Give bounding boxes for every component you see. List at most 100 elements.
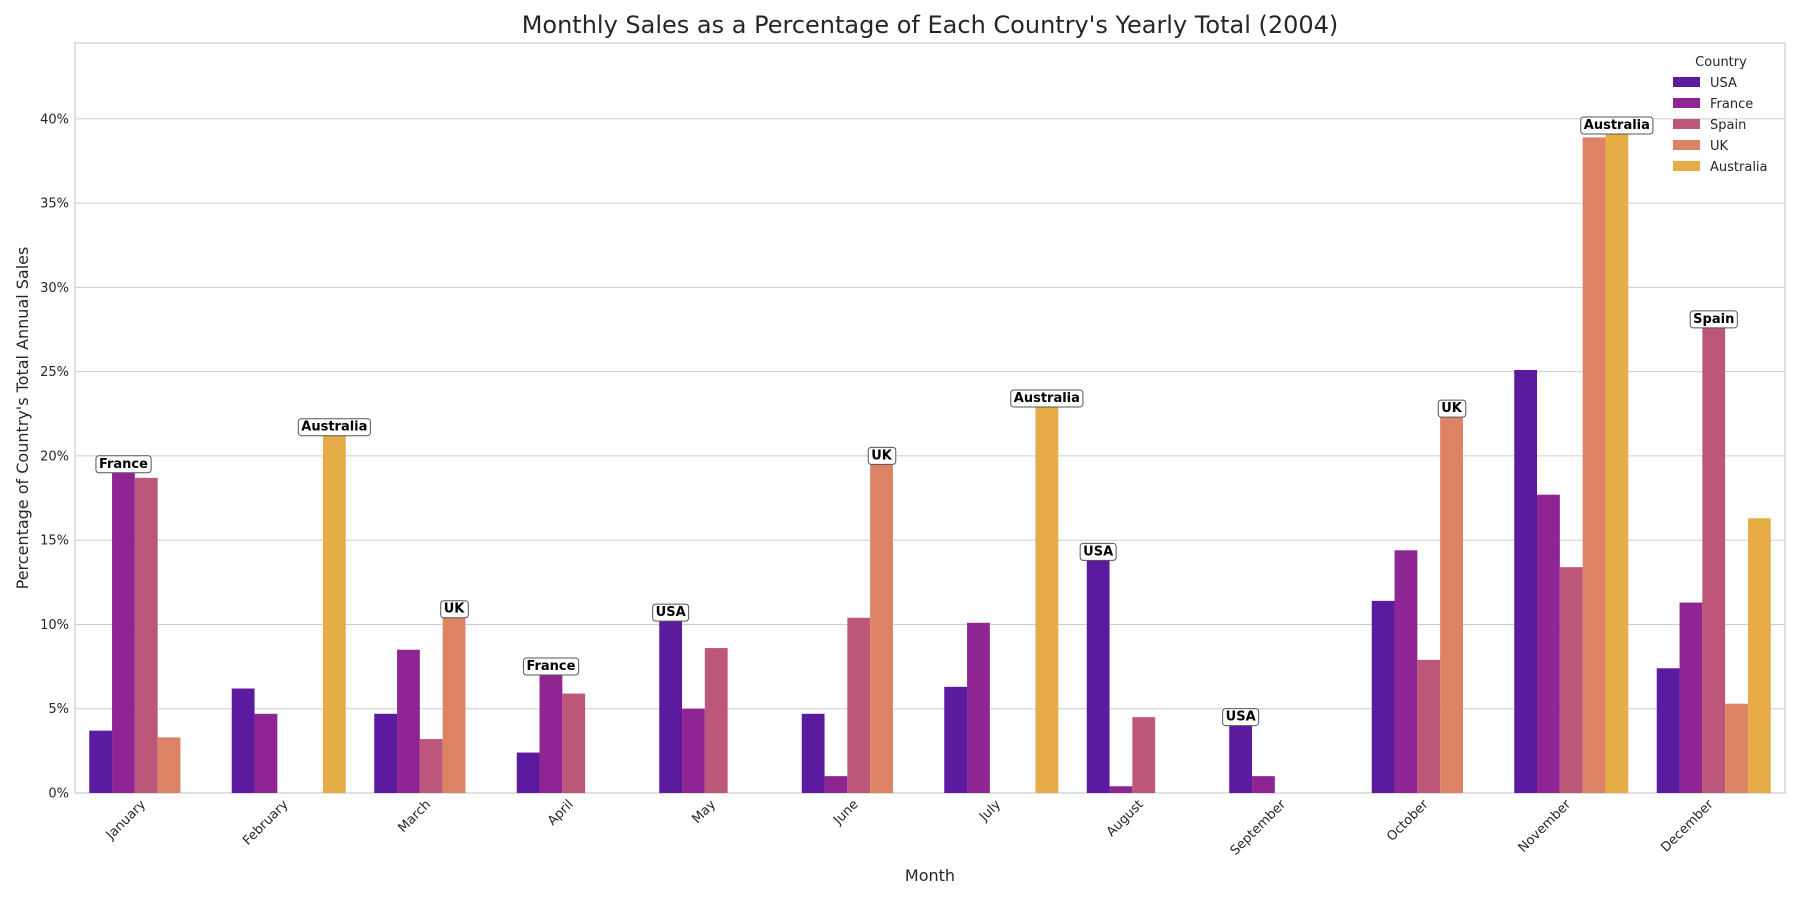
bar-france-june — [824, 776, 848, 793]
top-country-labels: France Australia UK France USA UK Australia USA… — [95, 116, 1738, 727]
legend-swatch — [1673, 77, 1700, 87]
top-label-text: UK — [444, 602, 466, 617]
top-label-box — [95, 455, 152, 474]
legend: Country USA France Spain UK Australia — [1673, 55, 1768, 175]
legend-item-uk: UK — [1673, 139, 1729, 154]
bar-spain-june — [847, 617, 871, 793]
top-label-text: Australia — [301, 420, 367, 435]
bar-france-april — [539, 675, 563, 793]
bar-usa-september — [1229, 725, 1253, 793]
legend-item-usa: USA — [1673, 76, 1737, 91]
bar-france-september — [1252, 776, 1275, 793]
top-label-box — [1079, 542, 1117, 561]
legend-item-france: France — [1673, 97, 1753, 112]
top-label: Spain — [1689, 310, 1738, 329]
top-label: UK — [867, 446, 897, 465]
bar-usa-july — [944, 686, 968, 793]
top-label-box — [297, 418, 371, 437]
top-label: UK — [1437, 399, 1467, 418]
top-label-text: Spain — [1693, 312, 1734, 327]
bar-spain-august — [1132, 717, 1156, 793]
bar-uk-november — [1582, 137, 1606, 793]
chart-title: Monthly Sales as a Percentage of Each Co… — [522, 11, 1339, 39]
top-label: USA — [1079, 542, 1117, 561]
bar-australia-december — [1747, 518, 1771, 793]
y-tick-label: 15% — [40, 534, 69, 549]
top-label-text: Australia — [1584, 118, 1650, 133]
top-label-text: France — [99, 457, 148, 472]
bar-spain-november — [1559, 567, 1583, 793]
top-label-box — [522, 657, 580, 676]
bar-france-january — [112, 472, 135, 793]
legend-items: USA France Spain UK Australia — [1673, 76, 1768, 175]
y-tick-labels: 0% 5% 10% 15% 20% 25% 30% 35% 40% — [40, 112, 69, 801]
top-label-text: UK — [871, 448, 893, 463]
top-label: USA — [1222, 708, 1260, 727]
bar-australia-july — [1035, 407, 1059, 793]
legend-label: Australia — [1710, 160, 1768, 175]
bar-usa-april — [516, 752, 540, 793]
legend-item-spain: Spain — [1673, 118, 1746, 133]
bar-usa-february — [231, 688, 255, 793]
y-tick-label: 40% — [40, 112, 69, 127]
bar-france-august — [1109, 786, 1133, 793]
bar-usa-march — [374, 713, 398, 793]
legend-swatch — [1673, 98, 1700, 108]
top-label: Australia — [1580, 116, 1654, 135]
top-label: France — [522, 657, 580, 676]
y-tick-label: 5% — [48, 702, 69, 717]
bar-usa-november — [1514, 369, 1538, 793]
bar-spain-october — [1417, 659, 1441, 793]
top-label-text: USA — [656, 605, 686, 620]
y-tick-label: 10% — [40, 618, 69, 633]
legend-label: France — [1710, 97, 1753, 112]
bar-uk-march — [442, 617, 466, 793]
legend-swatch — [1673, 140, 1700, 150]
y-tick-label: 35% — [40, 197, 69, 212]
top-label-box — [1010, 389, 1084, 408]
bar-france-march — [397, 649, 420, 793]
top-label-box — [1580, 116, 1654, 135]
bar-france-november — [1537, 494, 1560, 793]
legend-label: UK — [1710, 139, 1729, 154]
legend-swatch — [1673, 119, 1700, 129]
bar-france-december — [1679, 602, 1703, 793]
legend-label: USA — [1710, 76, 1737, 91]
bar-france-february — [254, 713, 278, 793]
bar-spain-december — [1702, 327, 1726, 793]
bars — [89, 134, 1771, 793]
bar-france-october — [1394, 550, 1418, 793]
top-label-box — [1689, 310, 1738, 329]
top-label-text: France — [526, 659, 575, 674]
bar-australia-february — [322, 435, 346, 793]
top-label-box — [652, 603, 690, 622]
bar-usa-may — [659, 621, 683, 793]
legend-swatch — [1673, 161, 1700, 171]
top-label-box — [1437, 399, 1467, 418]
top-label-text: USA — [1226, 710, 1256, 725]
bar-usa-october — [1371, 600, 1395, 793]
x-axis-title: Month — [905, 866, 955, 885]
bar-spain-april — [562, 693, 586, 793]
y-tick-label: 20% — [40, 449, 69, 464]
bar-france-july — [967, 622, 990, 793]
top-label-text: UK — [1441, 401, 1463, 416]
top-label-text: USA — [1083, 544, 1113, 559]
top-label-box — [440, 600, 469, 619]
top-label: Australia — [1010, 389, 1084, 408]
y-tick-label: 25% — [40, 365, 69, 380]
bar-uk-december — [1725, 703, 1748, 793]
top-label-box — [867, 446, 897, 465]
bar-spain-january — [134, 477, 158, 793]
legend-item-australia: Australia — [1673, 160, 1768, 175]
bar-australia-november — [1605, 134, 1629, 793]
bar-spain-may — [704, 648, 728, 793]
bar-france-may — [682, 708, 705, 793]
top-label-box — [1222, 708, 1260, 727]
y-tick-label: 30% — [40, 281, 69, 296]
bar-uk-june — [870, 464, 893, 793]
legend-label: Spain — [1710, 118, 1746, 133]
